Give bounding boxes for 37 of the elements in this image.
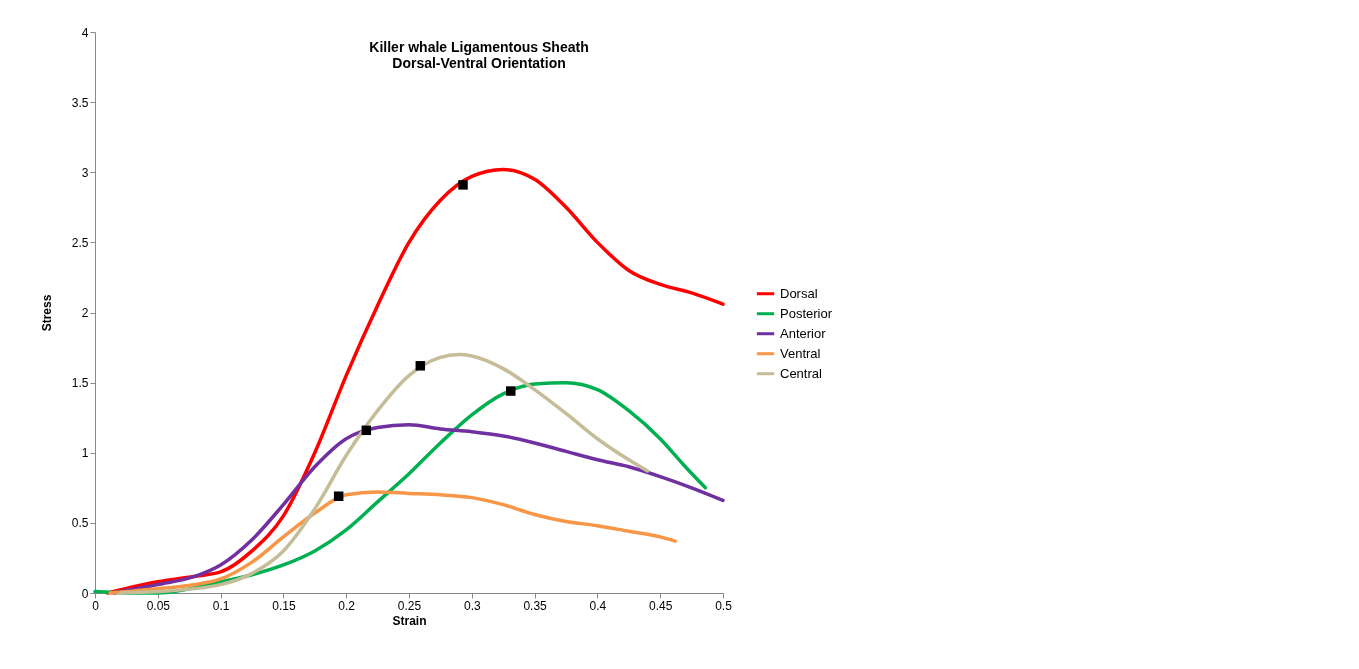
point	[415, 361, 426, 371]
x-tick-label: 0.05	[146, 598, 171, 613]
x-tick-label: 0.4	[589, 598, 607, 613]
x-tick-label: 0.2	[338, 598, 356, 613]
y-tick-label: 2.5	[71, 235, 89, 250]
point	[333, 491, 344, 501]
x-tick-label: 0	[92, 598, 100, 613]
legend-label: Anterior	[780, 325, 827, 341]
x-axis-title: Strain	[392, 613, 427, 628]
y-tick-label: 4	[81, 25, 89, 40]
point	[505, 386, 516, 396]
line-series	[108, 490, 678, 595]
x-tick-label: 0.3	[463, 598, 481, 613]
y-tick-label: 1.5	[71, 376, 89, 391]
x-tick-label: 0.1	[212, 598, 230, 613]
y-tick-label: 0	[81, 586, 89, 601]
line-series	[112, 422, 725, 595]
y-tick-label: 1	[81, 446, 89, 461]
x-tick-label: 0.25	[397, 598, 422, 613]
x-tick-label: 0.45	[649, 598, 673, 613]
point	[361, 425, 372, 436]
line-series	[105, 167, 725, 595]
x-tick-label: 0.15	[272, 598, 296, 613]
line-series	[118, 352, 650, 595]
y-axis-title: Stress	[39, 294, 54, 332]
legend-label: Central	[780, 365, 823, 381]
y-tick-label: 3	[81, 165, 89, 180]
y-tick-label: 0.5	[71, 516, 89, 531]
legend-label: Dorsal	[780, 285, 818, 301]
text: Killer whale Ligamentous Sheath Dorsal-Ventral Orientation	[369, 39, 589, 71]
legend-label: Ventral	[780, 345, 821, 361]
x-tick-label: 0.5	[715, 598, 733, 613]
y-tick-label: 3.5	[71, 95, 89, 110]
x-tick-label: 0.35	[523, 598, 548, 613]
point	[458, 180, 468, 190]
y-tick-label: 2	[81, 306, 89, 320]
legend-label: Posterior	[780, 305, 833, 321]
